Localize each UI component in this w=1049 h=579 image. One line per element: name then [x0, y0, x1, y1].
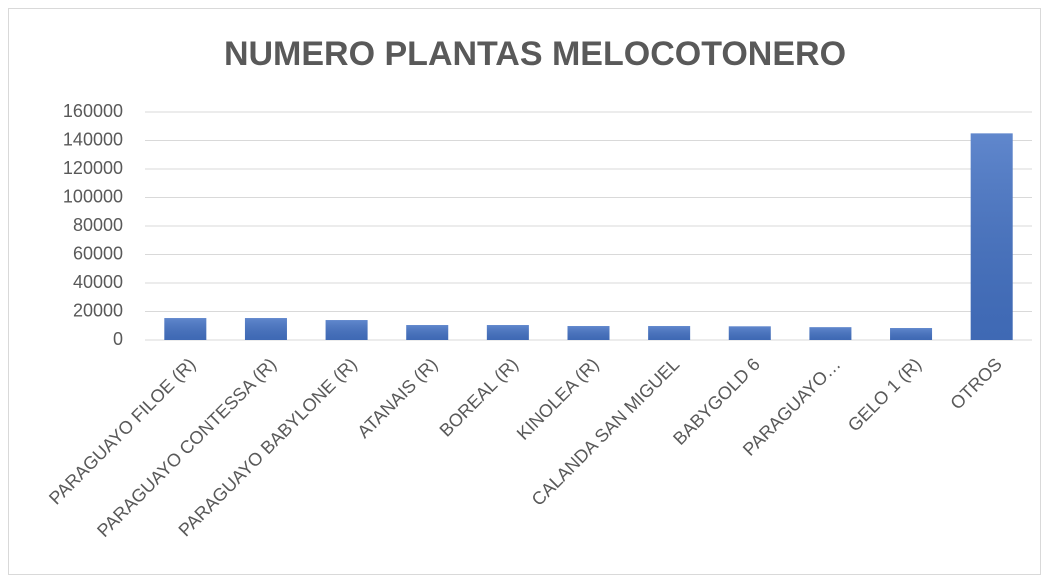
y-tick-label: 0	[113, 329, 123, 349]
bar-shade	[890, 328, 933, 340]
y-tick-label: 100000	[63, 186, 123, 206]
bar-shade	[970, 133, 1013, 340]
y-tick-label: 20000	[73, 300, 123, 320]
y-tick-label: 120000	[63, 158, 123, 178]
bar-shade	[164, 318, 207, 340]
bar-shade	[728, 326, 771, 340]
bar-shade	[325, 320, 368, 340]
y-tick-label: 160000	[63, 101, 123, 121]
bar-shade	[648, 326, 691, 340]
y-tick-label: 60000	[73, 243, 123, 263]
chart-border	[8, 8, 1041, 575]
y-tick-label: 80000	[73, 215, 123, 235]
bar-shade	[406, 325, 449, 340]
bar-shade	[244, 318, 287, 340]
bar-shade	[809, 327, 852, 340]
chart-title: NUMERO PLANTAS MELOCOTONERO	[224, 35, 846, 73]
y-tick-label: 40000	[73, 272, 123, 292]
bar-shade	[486, 325, 529, 340]
bar-shade	[567, 326, 610, 340]
y-tick-label: 140000	[63, 129, 123, 149]
